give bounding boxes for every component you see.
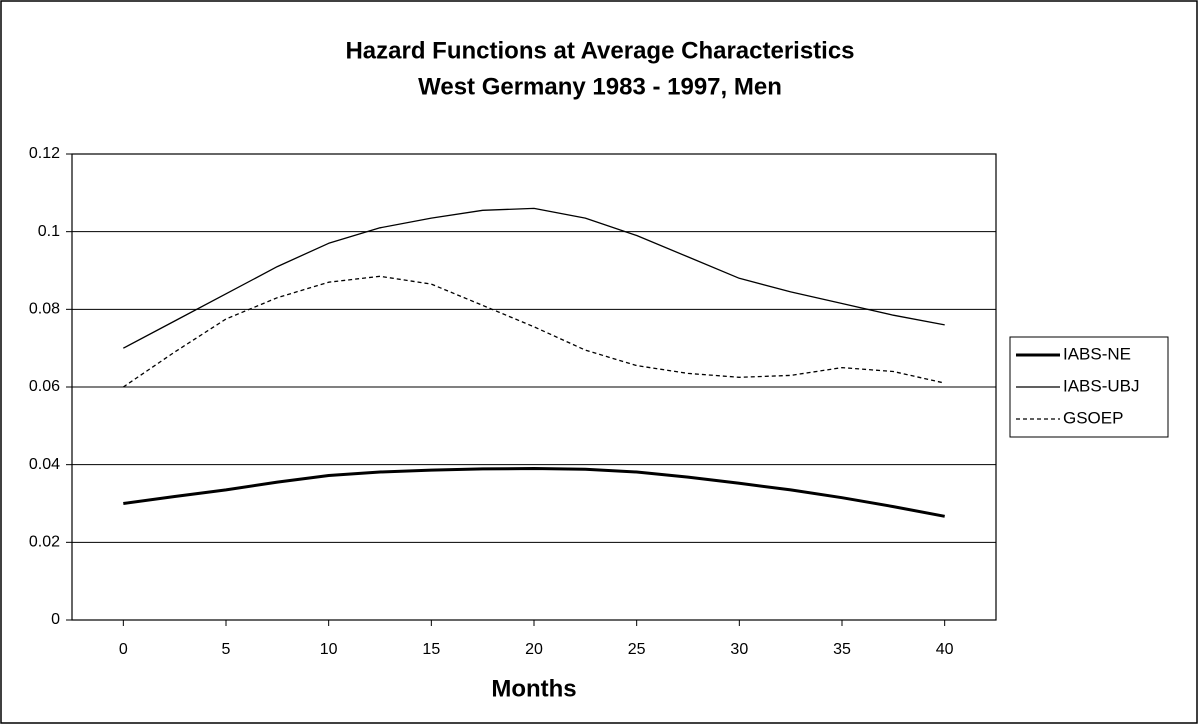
y-tick-label: 0.06 — [29, 378, 60, 395]
legend-label: GSOEP — [1063, 408, 1123, 427]
x-tick-label: 30 — [730, 641, 748, 658]
x-tick-label: 40 — [936, 641, 954, 658]
y-tick-label: 0.04 — [29, 456, 60, 473]
x-tick-label: 20 — [525, 641, 543, 658]
legend-label: IABS-NE — [1063, 344, 1131, 363]
data-line — [122, 207, 945, 349]
x-tick-label: 0 — [119, 641, 128, 658]
x-axis-label: Months — [491, 675, 576, 702]
x-tick-label: 25 — [628, 641, 646, 658]
y-tick-label: 0.08 — [29, 301, 60, 318]
y-tick-label: 0.12 — [29, 145, 60, 162]
y-tick-label: 0 — [51, 611, 60, 628]
x-tick-label: 10 — [320, 641, 338, 658]
legend-label: IABS-UBJ — [1063, 376, 1140, 395]
y-tick-label: 0.1 — [38, 223, 60, 240]
chart-title: Hazard Functions at Average Characterist… — [345, 37, 854, 64]
x-tick-label: 35 — [833, 641, 851, 658]
x-tick-label: 15 — [422, 641, 440, 658]
chart-subtitle: West Germany 1983 - 1997, Men — [418, 73, 782, 100]
x-tick-label: 5 — [222, 641, 231, 658]
data-line — [123, 467, 945, 518]
data-line — [122, 275, 945, 388]
y-tick-label: 0.02 — [29, 534, 60, 551]
